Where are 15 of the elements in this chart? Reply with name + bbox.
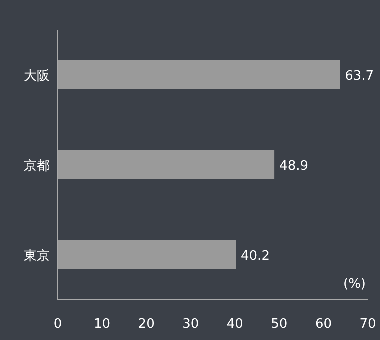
x-tick-label: 20	[138, 317, 155, 332]
x-tick-label: 40	[226, 317, 244, 332]
data-label: 63.7	[345, 69, 374, 84]
data-label: 48.9	[280, 159, 309, 174]
x-axis-title: (%)	[344, 277, 366, 292]
x-tick-label: 30	[182, 317, 200, 332]
y-tick-label: 東京	[24, 249, 50, 264]
x-tick-label: 10	[94, 317, 111, 332]
x-tick-label: 60	[315, 317, 332, 332]
y-tick-label: 京都	[24, 159, 50, 174]
data-label: 40.2	[241, 249, 270, 264]
x-tick-label: 50	[271, 317, 288, 332]
x-tick-label: 70	[360, 317, 376, 332]
x-tick-label: 0	[54, 317, 62, 332]
y-tick-label: 大阪	[24, 69, 50, 84]
